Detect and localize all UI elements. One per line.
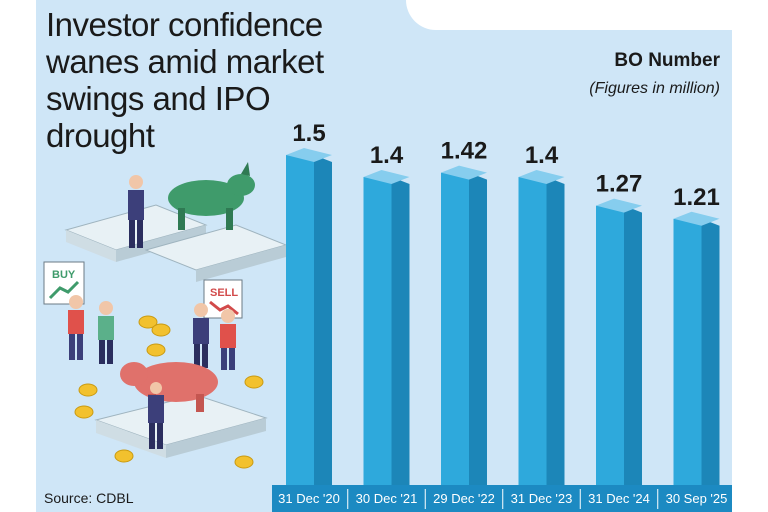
x-tick-label: 30 Sep '25: [666, 491, 728, 506]
buy-sign: BUY: [43, 261, 85, 305]
bar-value-label: 1.42: [441, 138, 488, 165]
bar-side: [624, 205, 642, 485]
bar-front: [286, 155, 314, 485]
bar-side: [314, 155, 332, 485]
falling-businessman-figure: [148, 382, 164, 449]
bar-side: [469, 172, 487, 485]
bar-top: [518, 170, 565, 184]
headline: Investor confidence wanes amid market sw…: [46, 6, 324, 154]
bar-value-label: 1.21: [673, 184, 720, 211]
market-illustration: BUY SELL: [43, 162, 288, 469]
bull-figure: [168, 162, 255, 230]
bar-top: [286, 148, 332, 162]
bar-chart: 1.5 1.4 1.42 1.4 1.27 1.21 31 Dec '20 30 Dec '…: [272, 120, 732, 512]
money-stack-top: [64, 204, 288, 282]
bar-top: [673, 211, 720, 226]
bar-front: [518, 177, 547, 485]
businessman-figure: [128, 175, 144, 248]
chart-title: BO Number: [614, 50, 720, 71]
bar-front: [441, 172, 469, 485]
x-tick-label: 29 Dec '22: [433, 491, 495, 506]
bar-front: [673, 218, 702, 486]
bar-value-label: 1.4: [370, 142, 404, 169]
bar-top: [596, 198, 642, 213]
bar-value-label: 1.27: [596, 171, 643, 198]
x-tick-label: 31 Dec '23: [511, 491, 573, 506]
bar-value-label: 1.5: [292, 120, 325, 147]
bar-top: [363, 170, 410, 184]
bar-front: [363, 177, 392, 485]
bar-front: [596, 205, 624, 485]
x-axis-band: [272, 485, 732, 512]
x-tick-label: 30 Dec '21: [356, 491, 418, 506]
x-tick-label: 31 Dec '24: [588, 491, 650, 506]
bar-side: [391, 177, 410, 485]
bar-side: [546, 177, 565, 485]
buy-sign-label: BUY: [52, 269, 76, 281]
chart-subtitle: (Figures in million): [589, 80, 720, 97]
bar-top: [441, 165, 487, 180]
sell-sign-label: SELL: [210, 287, 238, 299]
bar-side: [701, 218, 720, 486]
source-note: Source: CDBL: [44, 490, 134, 506]
panel-corner-cutout: [406, 0, 732, 30]
investor-crowd: [68, 295, 236, 370]
coins: [74, 315, 264, 469]
chart-panel: BUY SELL: [36, 0, 732, 512]
bar-value-label: 1.4: [525, 142, 559, 169]
x-tick-label: 31 Dec '20: [278, 491, 340, 506]
